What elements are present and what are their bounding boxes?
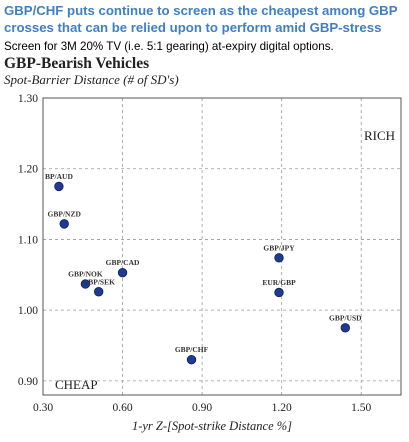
headline: GBP/CHF puts continue to screen as the c…: [4, 3, 398, 35]
grid: [43, 98, 401, 395]
data-point-label: EUR/GBP: [262, 278, 296, 287]
x-tick-label: 0.30: [33, 402, 53, 414]
data-point-label: GBP/NZD: [48, 209, 82, 218]
y-tick-label: 0.90: [18, 376, 38, 388]
axis-ticks: 0.30 0.60 0.90 1.20 1.50 0.90 1.00 1.10 1.20 1.30: [18, 93, 372, 414]
data-point: [93, 287, 104, 297]
subline: Screen for 3M 20% TV (i.e. 5:1 gearing) …: [4, 40, 334, 53]
chart-title: GBP-Bearish Vehicles: [4, 55, 150, 72]
data-point-label: GBP/CAD: [106, 258, 140, 267]
data-point: [80, 279, 91, 289]
data-point-label: GBP/NOK: [68, 269, 103, 278]
rich-label: RICH: [364, 128, 395, 143]
data-point-label: GBP/USD: [329, 313, 362, 322]
data-point: [340, 323, 351, 333]
data-point-label: GBP/CHF: [175, 345, 209, 354]
data-point: [117, 267, 128, 278]
data-point-label: GBP/SEK: [82, 277, 115, 286]
y-tick-label: 1.30: [18, 93, 38, 105]
cheap-label: CHEAP: [55, 377, 98, 392]
x-tick-label: 1.50: [351, 402, 371, 414]
x-axis-label: 1-yr Z-[Spot-strike Distance %]: [132, 419, 292, 433]
y-tick-label: 1.10: [18, 234, 38, 246]
x-tick-label: 0.60: [112, 402, 132, 414]
data-point: [274, 253, 284, 263]
x-tick-label: 1.20: [272, 402, 292, 414]
y-axis-label: Spot-Barrier Distance (# of SD's): [4, 72, 179, 87]
data-point: [54, 181, 64, 192]
data-point-label: BP/AUD: [45, 172, 74, 181]
data-point: [59, 219, 69, 229]
plot-frame: [42, 97, 402, 396]
y-tick-label: 1.00: [18, 305, 38, 317]
data-point: [186, 354, 197, 365]
data-point-label: GBP/JPY: [263, 243, 295, 252]
data-point: [274, 287, 284, 298]
y-tick-label: 1.20: [18, 164, 38, 176]
x-tick-label: 0.90: [192, 402, 212, 414]
